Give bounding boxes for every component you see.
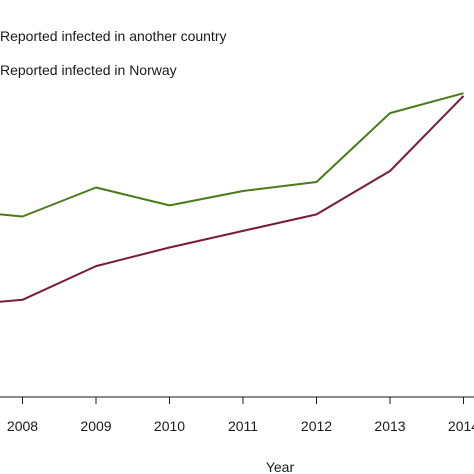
series-line-1 (0, 95, 465, 303)
legend-label-norway: Reported infected in Norway (0, 62, 177, 78)
x-tick-label-2010: 2010 (154, 418, 185, 434)
x-tick-label-2012: 2012 (301, 418, 332, 434)
x-tick-label-2009: 2009 (80, 418, 111, 434)
x-tick-label-2013: 2013 (374, 418, 405, 434)
x-axis-ticks: 2008 2009 2010 2011 2012 2013 2014 (7, 397, 474, 434)
x-tick-label-2011: 2011 (228, 418, 258, 434)
x-tick-label-2008: 2008 (7, 418, 38, 434)
legend-label-another-country: Reported infected in another country (0, 28, 226, 44)
series-layer (0, 92, 465, 303)
x-axis-title: Year (266, 459, 295, 474)
x-tick-label-2014: 2014 (448, 418, 474, 434)
legend: Reported infected in another country Rep… (0, 28, 226, 78)
series-line-0 (0, 92, 464, 218)
